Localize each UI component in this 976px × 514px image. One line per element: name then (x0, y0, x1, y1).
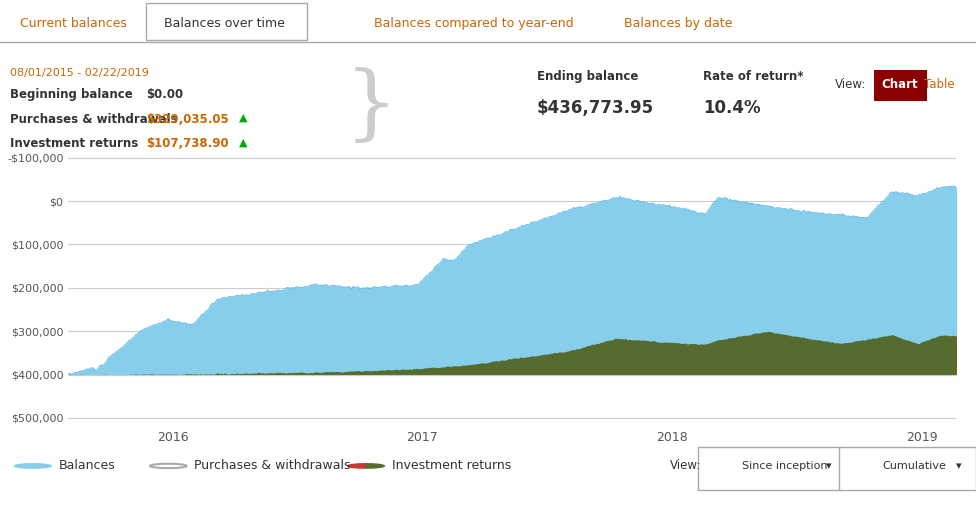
Text: $329,035.05: $329,035.05 (146, 113, 229, 125)
Text: Beginning balance: Beginning balance (10, 88, 133, 101)
Text: ▲: ▲ (239, 113, 248, 123)
Text: Investment returns: Investment returns (10, 137, 138, 150)
FancyBboxPatch shape (874, 70, 927, 101)
Text: Since inception: Since inception (742, 461, 828, 471)
Circle shape (150, 464, 186, 468)
Text: Rate of return*: Rate of return* (703, 70, 803, 83)
Text: Current balances: Current balances (20, 17, 127, 30)
Text: Purchases & withdrawals: Purchases & withdrawals (194, 460, 350, 472)
Text: $436,773.95: $436,773.95 (537, 99, 654, 117)
Text: $0.00: $0.00 (146, 88, 183, 101)
Text: Balances compared to year-end: Balances compared to year-end (374, 17, 573, 30)
Text: Balances by date: Balances by date (624, 17, 733, 30)
Circle shape (15, 464, 52, 468)
Text: Cumulative: Cumulative (882, 461, 946, 471)
Text: }: } (345, 67, 397, 147)
Text: Table: Table (923, 78, 955, 91)
Text: View:: View: (670, 460, 702, 472)
Text: Balances: Balances (59, 460, 115, 472)
Text: Ending balance: Ending balance (537, 70, 638, 83)
Text: ▾: ▾ (826, 461, 832, 471)
Text: 10.4%: 10.4% (703, 99, 760, 117)
Text: Chart: Chart (881, 78, 918, 91)
Text: View:: View: (834, 78, 866, 91)
Wedge shape (347, 464, 366, 468)
FancyBboxPatch shape (146, 3, 307, 40)
FancyBboxPatch shape (698, 447, 841, 489)
Text: $107,738.90: $107,738.90 (146, 137, 229, 150)
Text: ▲: ▲ (239, 137, 248, 148)
Text: 08/01/2015 - 02/22/2019: 08/01/2015 - 02/22/2019 (10, 68, 148, 78)
Text: ▾: ▾ (956, 461, 961, 471)
Text: Purchases & withdrawals: Purchases & withdrawals (10, 113, 178, 125)
Text: Investment returns: Investment returns (391, 460, 510, 472)
FancyBboxPatch shape (838, 447, 976, 489)
Text: Balances over time: Balances over time (164, 17, 285, 30)
Wedge shape (366, 464, 385, 468)
